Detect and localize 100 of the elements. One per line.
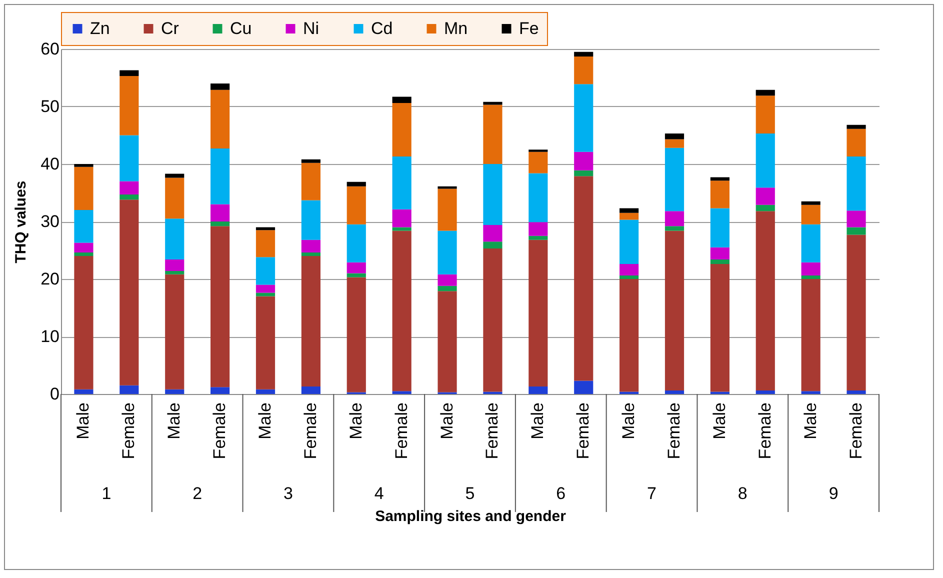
bar bbox=[846, 227, 866, 235]
bar bbox=[392, 103, 412, 157]
bar bbox=[710, 264, 730, 392]
bar bbox=[620, 264, 639, 276]
bar bbox=[210, 84, 230, 90]
bar bbox=[392, 156, 412, 210]
bar bbox=[74, 256, 94, 390]
bar bbox=[256, 292, 276, 296]
bar bbox=[210, 204, 230, 222]
bar bbox=[210, 387, 230, 394]
bar bbox=[256, 230, 276, 258]
y-tick-label: 0 bbox=[50, 384, 60, 404]
text: 1 bbox=[102, 484, 112, 503]
bar bbox=[438, 188, 457, 231]
bar bbox=[528, 173, 548, 222]
text: 2 bbox=[192, 484, 202, 503]
bar bbox=[74, 242, 94, 253]
bar bbox=[165, 259, 184, 271]
bar bbox=[620, 276, 639, 279]
bar bbox=[710, 177, 730, 181]
y-tick-label: 60 bbox=[40, 40, 60, 58]
bar bbox=[574, 176, 594, 381]
bar bbox=[620, 208, 639, 213]
bar bbox=[801, 224, 820, 262]
bar bbox=[756, 204, 775, 212]
bar bbox=[528, 222, 548, 236]
bar bbox=[528, 386, 548, 394]
bar bbox=[346, 273, 366, 278]
bar bbox=[756, 188, 775, 205]
bar bbox=[574, 152, 594, 170]
bar bbox=[801, 201, 820, 205]
bar bbox=[392, 391, 412, 394]
bar bbox=[620, 212, 639, 220]
bar bbox=[301, 386, 320, 394]
x-tick-label: Female bbox=[119, 402, 138, 460]
bar bbox=[756, 90, 775, 96]
bar bbox=[483, 104, 502, 164]
bar bbox=[483, 248, 502, 392]
bar bbox=[165, 218, 184, 260]
bar bbox=[392, 209, 412, 228]
bar bbox=[165, 270, 184, 274]
x-tick-label: Female bbox=[392, 402, 411, 460]
bar bbox=[664, 139, 684, 148]
bar bbox=[483, 224, 502, 242]
bar bbox=[120, 135, 139, 182]
text: 8 bbox=[738, 484, 748, 503]
y-tick-label: 10 bbox=[40, 327, 60, 346]
bar bbox=[256, 257, 276, 285]
y-axis-title: THQ values bbox=[12, 180, 30, 264]
x-tick-label: Male bbox=[619, 402, 638, 440]
bar bbox=[483, 164, 502, 225]
bar bbox=[301, 162, 320, 200]
bar bbox=[528, 240, 548, 387]
y-tick-label: 50 bbox=[40, 97, 60, 116]
bar bbox=[801, 276, 820, 279]
bar bbox=[574, 170, 594, 176]
bar bbox=[846, 128, 866, 157]
bar bbox=[846, 210, 866, 228]
y-tick-label: 20 bbox=[40, 270, 60, 288]
bar bbox=[165, 389, 184, 394]
y-tick-label: 30 bbox=[40, 212, 60, 231]
x-tick-label: Male bbox=[74, 402, 93, 440]
bar bbox=[438, 286, 457, 292]
bar bbox=[846, 124, 866, 129]
legend-label: Fe bbox=[519, 18, 539, 38]
bar bbox=[620, 220, 639, 264]
bar bbox=[301, 159, 320, 163]
bar bbox=[74, 166, 94, 210]
bar bbox=[528, 236, 548, 240]
legend-label: Zn bbox=[90, 18, 110, 38]
bar bbox=[664, 226, 684, 231]
legend-label: Cu bbox=[230, 18, 252, 38]
bar bbox=[301, 240, 320, 253]
bar bbox=[710, 208, 730, 248]
bar bbox=[346, 182, 366, 186]
x-tick-label: Male bbox=[800, 402, 820, 440]
x-axis-title: Sampling sites and gender bbox=[375, 508, 566, 526]
bar bbox=[301, 252, 320, 256]
bar bbox=[438, 230, 457, 274]
bar bbox=[574, 84, 594, 152]
bar bbox=[346, 262, 366, 274]
bar bbox=[483, 102, 502, 105]
bar bbox=[846, 156, 866, 211]
bar bbox=[346, 277, 366, 392]
bar bbox=[574, 56, 594, 84]
x-tick-label: Male bbox=[346, 402, 366, 440]
legend-label: Cd bbox=[371, 18, 393, 38]
bar bbox=[620, 279, 639, 392]
bar bbox=[256, 389, 276, 394]
bar bbox=[165, 274, 184, 390]
bar bbox=[210, 90, 230, 148]
bar bbox=[74, 389, 94, 394]
bar bbox=[756, 390, 775, 394]
bar bbox=[710, 259, 730, 264]
bar bbox=[120, 70, 139, 76]
x-tick-label: Female bbox=[574, 402, 593, 460]
bar bbox=[574, 52, 594, 56]
bar bbox=[664, 230, 684, 391]
text: 5 bbox=[465, 484, 475, 503]
bar bbox=[346, 186, 366, 224]
